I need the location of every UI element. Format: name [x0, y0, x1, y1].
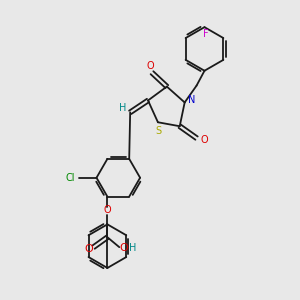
Text: Cl: Cl [66, 173, 76, 183]
Text: O: O [120, 243, 129, 253]
Text: O: O [84, 244, 93, 254]
Text: H: H [130, 243, 137, 253]
Text: F: F [203, 29, 208, 39]
Text: N: N [188, 95, 195, 106]
Text: H: H [118, 103, 126, 113]
Text: O: O [201, 135, 208, 145]
Text: O: O [146, 61, 154, 71]
Text: O: O [103, 206, 111, 215]
Text: S: S [156, 126, 162, 136]
